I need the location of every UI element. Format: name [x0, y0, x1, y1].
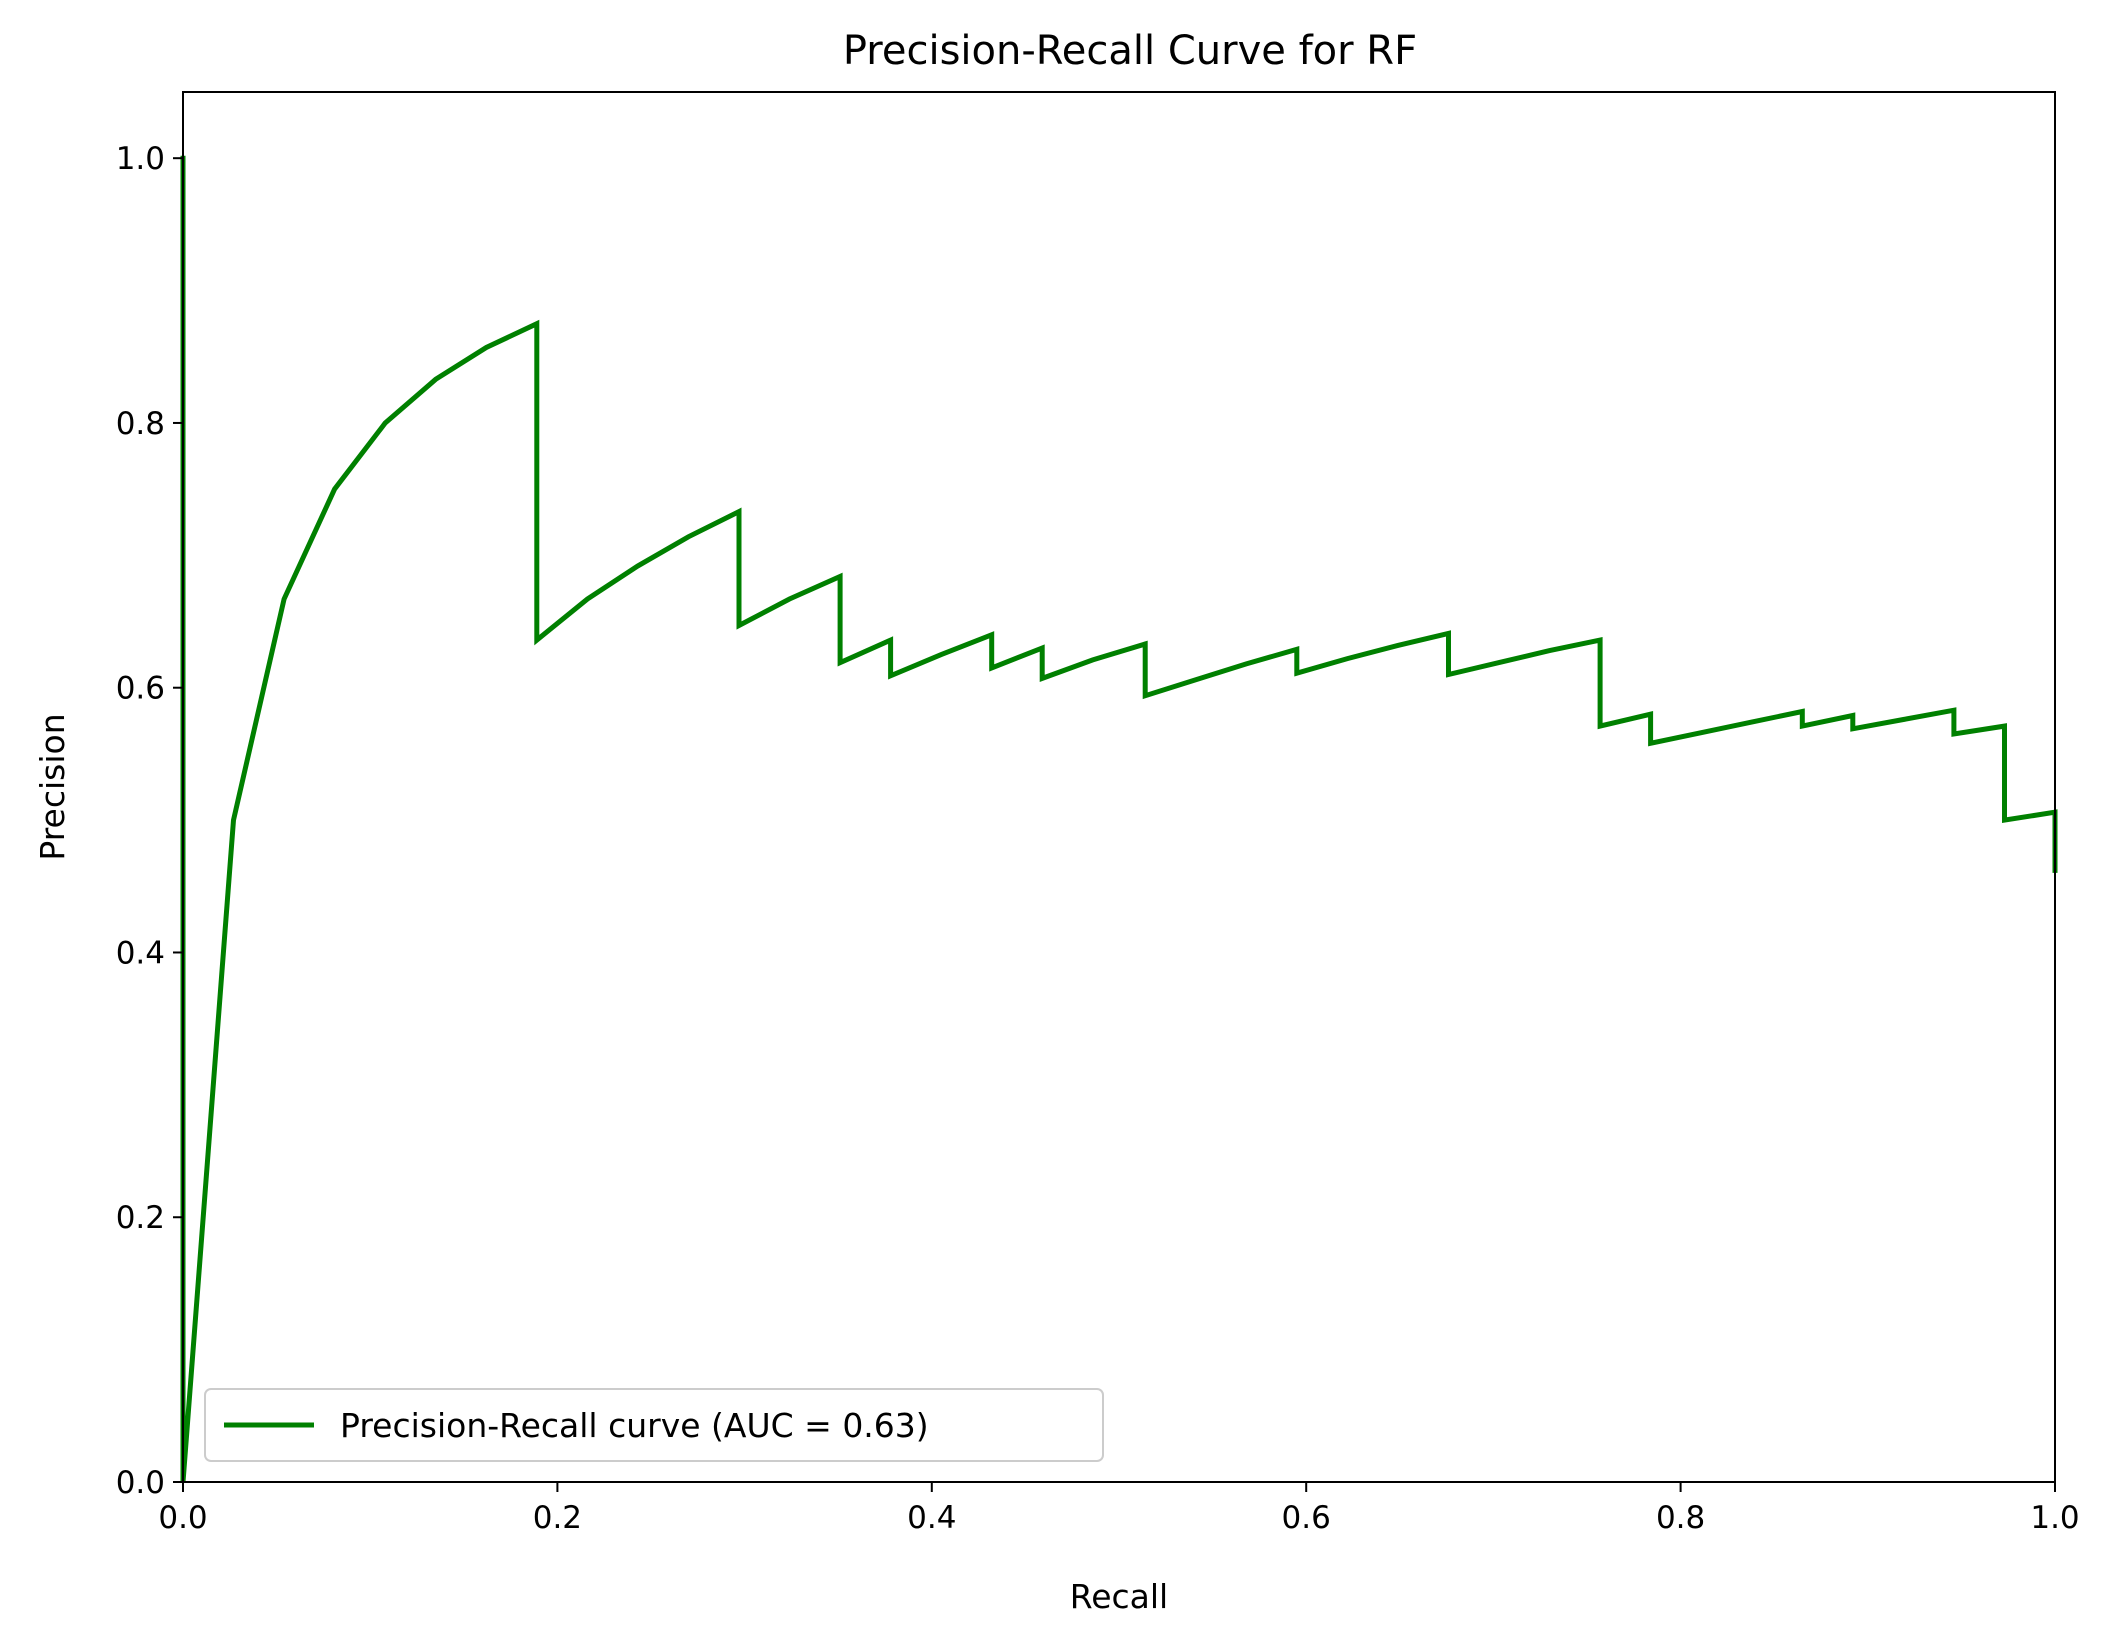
- x-tick-label: 0.6: [1282, 1500, 1331, 1536]
- series-line-0: [180, 155, 2058, 1483]
- y-axis: 0.0 0.2 0.4 0.6 0.8 1.0: [116, 141, 183, 1501]
- x-tick-label: 0.4: [907, 1500, 956, 1536]
- plot-background: [183, 92, 2055, 1482]
- y-tick-label: 0.0: [116, 1465, 165, 1501]
- y-tick-label: 0.4: [116, 935, 165, 971]
- plot-area: [183, 92, 2055, 1482]
- y-axis-label: Precision: [33, 713, 72, 860]
- y-tick-label: 0.8: [116, 406, 165, 442]
- x-tick-label: 1.0: [2030, 1500, 2079, 1536]
- x-axis: 0.0 0.2 0.4 0.6 0.8 1.0: [158, 1482, 2080, 1536]
- y-tick-label: 0.2: [116, 1200, 165, 1236]
- chart-title: Precision-Recall Curve for RF: [843, 28, 1417, 74]
- x-axis-label: Recall: [1070, 1577, 1168, 1616]
- legend-box: [204, 1388, 1104, 1462]
- x-tick-label: 0.8: [1656, 1500, 1705, 1536]
- y-tick-label: 0.6: [116, 671, 165, 707]
- series-layer: [180, 155, 2058, 1483]
- y-tick-label: 1.0: [116, 141, 165, 177]
- x-tick-label: 0.2: [533, 1500, 582, 1536]
- plot-frame: [182, 91, 2056, 1483]
- legend-label: Precision-Recall curve (AUC = 0.63): [340, 1406, 929, 1445]
- legend: Precision-Recall curve (AUC = 0.63): [204, 1388, 1104, 1462]
- x-tick-label: 0.0: [158, 1500, 207, 1536]
